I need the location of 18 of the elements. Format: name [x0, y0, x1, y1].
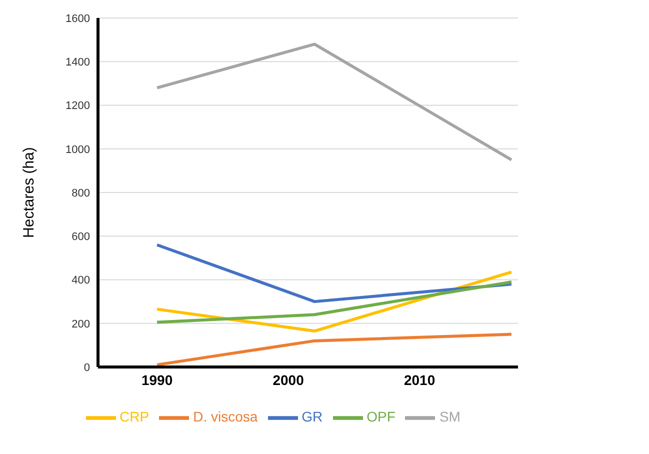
y-tick-label: 200: [72, 318, 90, 330]
x-tick-label: 1990: [141, 372, 173, 388]
y-tick-label: 1600: [66, 12, 90, 25]
y-axis-title: Hectares (ha): [20, 147, 38, 238]
y-tick-label: 800: [72, 187, 90, 200]
legend-label: CRP: [120, 408, 150, 425]
y-tick-label: 1000: [66, 144, 90, 156]
y-tick-label: 1200: [66, 100, 90, 112]
x-tick-label: 2000: [272, 372, 304, 388]
y-tick-label: 0: [84, 362, 90, 374]
legend-label: OPF: [366, 408, 396, 425]
legend-label: SM: [439, 408, 460, 425]
legend-label: GR: [302, 408, 323, 425]
y-tick-label: 600: [72, 231, 90, 244]
legend-label: D. viscosa: [193, 408, 258, 425]
y-tick-label: 1400: [66, 56, 90, 69]
y-tick-label: 400: [72, 274, 90, 287]
x-tick-label: 2010: [404, 372, 436, 388]
